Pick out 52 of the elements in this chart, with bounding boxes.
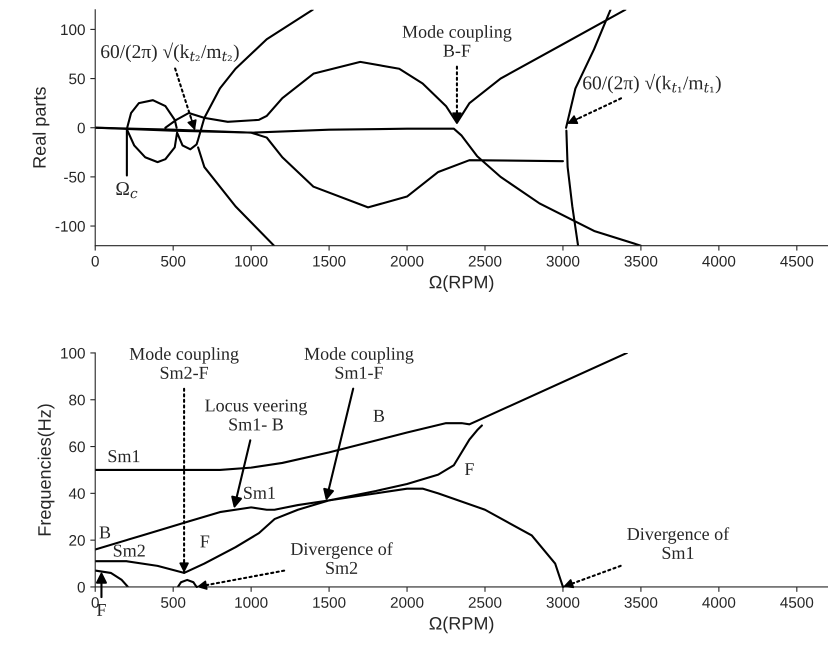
x-tick-label: 4000 (702, 597, 736, 608)
y-tick-label: 100 (61, 348, 85, 359)
x-axis-title: Ω(RPM) (430, 275, 494, 292)
annotation: Divergence of Sm1 (627, 527, 730, 560)
y-tick-label: 100 (61, 24, 85, 36)
x-tick-label: 2000 (390, 256, 424, 267)
x-tick-label: 3500 (624, 256, 658, 267)
annotation: B (373, 410, 384, 422)
x-tick-label: 1000 (235, 256, 268, 267)
y-tick-label: 50 (69, 73, 85, 84)
annotation: 60/(2π) √(k$_{t₁}$/m$_{t₁}$) (583, 74, 721, 94)
x-tick-label: 2500 (468, 597, 502, 608)
y-tick-label: -50 (64, 172, 85, 183)
y-tick-label: 20 (69, 535, 85, 546)
x-tick-label: 1500 (313, 256, 346, 267)
x-tick-label: 3500 (624, 597, 658, 608)
annotation: B (100, 526, 110, 538)
y-axis-title: Frequencies(Hz) (38, 404, 54, 536)
annotation: F (200, 536, 210, 548)
x-tick-label: 2500 (468, 256, 502, 267)
x-tick-label: 500 (161, 597, 186, 608)
annotation: Ω$_{c}$ (116, 182, 138, 198)
x-tick-label: 1500 (313, 597, 346, 608)
annotation: Locus veering Sm1- B (205, 399, 308, 431)
y-tick-label: 60 (69, 441, 85, 452)
y-tick-label: 0 (78, 582, 85, 593)
y-axis-title: Real parts (32, 87, 50, 168)
x-tick-label: 1000 (235, 597, 268, 608)
annotation: Sm2 (114, 544, 145, 557)
annotation: Mode coupling B-F (402, 25, 512, 57)
annotation: F (464, 463, 474, 476)
x-tick-label: 0 (92, 256, 99, 267)
x-tick-label: 500 (161, 256, 186, 267)
y-tick-label: -100 (56, 220, 85, 232)
x-tick-label: 2000 (390, 597, 424, 608)
x-tick-label: 0 (92, 597, 99, 608)
y-tick-label: 0 (78, 122, 85, 134)
x-tick-label: 4000 (702, 256, 736, 267)
x-tick-label: 3000 (546, 256, 580, 267)
y-tick-label: 80 (69, 394, 85, 406)
x-tick-label: 3000 (546, 597, 580, 608)
annotation: Divergence of Sm2 (290, 542, 393, 574)
annotation: Mode coupling Sm2-F (130, 347, 239, 379)
annotation: Sm1 (244, 486, 275, 499)
y-tick-label: 40 (68, 488, 85, 500)
x-tick-label: 4500 (780, 256, 814, 267)
x-axis-title: Ω(RPM) (430, 616, 494, 634)
annotation: Mode coupling Sm1-F (304, 347, 414, 379)
annotation: F (96, 604, 106, 616)
x-tick-label: 4500 (780, 597, 814, 608)
annotation: 60/(2π) √(k$_{t₂}$/m$_{t₂}$) (101, 42, 239, 62)
annotation: Sm1 (108, 450, 140, 462)
